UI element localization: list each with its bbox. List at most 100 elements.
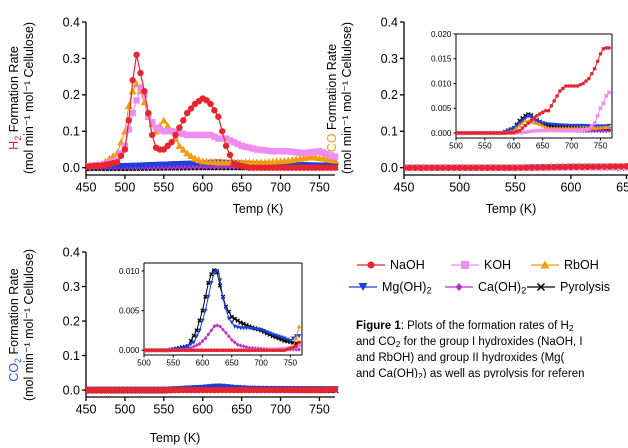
co-inset-point-mgoh2 <box>560 123 566 128</box>
legend-item-pyrolysis: Pyrolysis <box>526 280 610 294</box>
co-inset-point-koh <box>587 127 591 131</box>
co2-inset-axes: 500 550 600 650 700 750 0.000 0.005 0.010 <box>119 262 303 368</box>
co2-inset-point-naoh <box>191 348 196 353</box>
co-inset-point-koh <box>546 128 551 133</box>
co-inset-point-naoh <box>459 131 464 135</box>
h2-x-tick-label: 650 <box>231 181 252 195</box>
co2-inset-point-naoh <box>156 348 161 353</box>
co-inset-point-caoh2 <box>607 128 611 134</box>
co-inset-point-naoh <box>529 118 533 123</box>
co-point-naoh <box>612 163 619 170</box>
co2-inset-x-tick-label: 600 <box>196 359 210 368</box>
h2-point-koh <box>316 148 323 155</box>
h2-point-naoh <box>113 159 121 166</box>
co-inset-point-mgoh2 <box>546 122 551 127</box>
co-inset-point-mgoh2 <box>534 118 540 123</box>
co2-inset-point-mgoh2 <box>217 278 223 283</box>
co2-inset-point-mgoh2 <box>247 326 252 331</box>
co-y-tick-label: 0.4 <box>381 15 398 29</box>
co2-inset-point-caoh2 <box>200 338 205 344</box>
co2-inset-point-mgoh2 <box>188 342 193 347</box>
co2-inset-point-naoh <box>273 348 278 353</box>
co2-inset-point-caoh2 <box>224 330 228 335</box>
co-point-naoh <box>467 164 474 171</box>
co-inset-y-tick-label: 0.000 <box>431 129 452 138</box>
co-inset-point-naoh <box>563 84 568 88</box>
co-point-naoh <box>456 164 463 171</box>
co2-inset-point-naoh <box>189 348 193 353</box>
h2-point-rboh <box>124 101 133 109</box>
legend-marker-mgoh2 <box>349 283 377 291</box>
co-point-naoh <box>434 164 441 171</box>
co2-x-tick-label: 500 <box>114 403 135 417</box>
h2-point-naoh <box>145 109 152 117</box>
co-inset-point-naoh <box>552 99 557 103</box>
co-inset-point-koh <box>526 129 531 134</box>
co2-inset-point-naoh <box>162 348 167 353</box>
h2-point-koh <box>331 153 339 160</box>
h2-point-koh <box>168 128 175 135</box>
co2-inset-point-naoh <box>232 348 237 353</box>
co-inset-point-koh <box>575 128 580 133</box>
co2-inset-point-mgoh2 <box>241 326 246 331</box>
h2-point-naoh <box>207 100 214 108</box>
co-inset-point-naoh <box>509 130 513 135</box>
h2-point-naoh <box>211 107 218 114</box>
h2-x-tick-label: 700 <box>270 181 291 195</box>
co-inset-point-naoh <box>457 131 461 135</box>
h2-point-koh <box>250 145 257 152</box>
h2-ylabel-subscript: 2 <box>13 136 23 141</box>
co2-inset-point-naoh <box>159 348 164 353</box>
co2-inset-point-caoh2 <box>232 340 237 345</box>
co-inset-point-koh <box>604 94 609 98</box>
co2-inset-point-rboh <box>293 336 299 341</box>
h2-point-naoh <box>215 113 222 120</box>
h2-point-koh <box>145 113 152 120</box>
co-inset-point-rboh <box>520 120 525 125</box>
co2-inset-point-caoh2 <box>244 344 249 350</box>
co-inset-y-tick-label: 0.005 <box>431 104 452 113</box>
co-inset-point-caoh2 <box>598 128 603 134</box>
h2-point-koh <box>292 149 300 156</box>
co2-x-tick-label: 750 <box>309 403 330 417</box>
co-inset-point-mgoh2 <box>575 123 580 128</box>
co-y-tick-label: 0.1 <box>381 125 398 139</box>
co-inset-point-mgoh2 <box>526 113 531 118</box>
co-y-tick-label: 0.0 <box>381 161 398 175</box>
co-inset-point-naoh <box>543 108 548 113</box>
h2-point-koh <box>195 131 203 139</box>
co2-inset-point-mgoh2 <box>279 335 284 340</box>
h2-ylabel-units: (mol min⁻¹ mol⁻¹ Cellulose) <box>22 22 36 174</box>
co2-inset-point-mgoh2 <box>282 336 287 341</box>
co-inset-point-naoh <box>517 128 522 133</box>
co2-inset-point-mgoh2 <box>209 281 214 285</box>
co-point-naoh <box>473 164 480 171</box>
co-point-naoh <box>595 163 602 170</box>
co-inset-point-mgoh2 <box>572 123 577 128</box>
co-inset-point-naoh <box>537 112 542 116</box>
h2-point-koh <box>180 130 187 138</box>
co-inset-point-koh <box>572 128 577 133</box>
co-point-naoh <box>423 164 430 171</box>
co-inset-point-naoh <box>595 59 600 64</box>
co-inset-point-naoh <box>503 131 507 135</box>
co2-inset-point-mgoh2 <box>203 308 208 313</box>
co-inset-point-naoh <box>592 66 597 71</box>
h2-y-tick-label: 0.2 <box>63 88 80 102</box>
co2-inset-point-naoh <box>171 348 176 353</box>
h2-point-naoh <box>117 152 125 160</box>
co-inset-point-koh <box>584 127 588 132</box>
h2-point-koh <box>222 135 230 142</box>
h2-point-naoh <box>129 77 136 84</box>
co2-inset-point-mgoh2 <box>253 327 258 331</box>
co-x-tick-label: 500 <box>449 181 470 195</box>
co-inset-point-koh <box>598 106 603 111</box>
co2-inset-point-naoh <box>212 348 217 353</box>
co-inset-point-koh <box>601 101 606 106</box>
co2-inset-point-naoh <box>183 348 187 353</box>
co2-inset-point-caoh2 <box>206 332 211 337</box>
co-point-naoh <box>545 164 552 171</box>
h2-point-koh <box>183 131 191 139</box>
co2-inset-point-mgoh2 <box>223 306 229 311</box>
co-inset-point-rboh <box>514 125 519 130</box>
